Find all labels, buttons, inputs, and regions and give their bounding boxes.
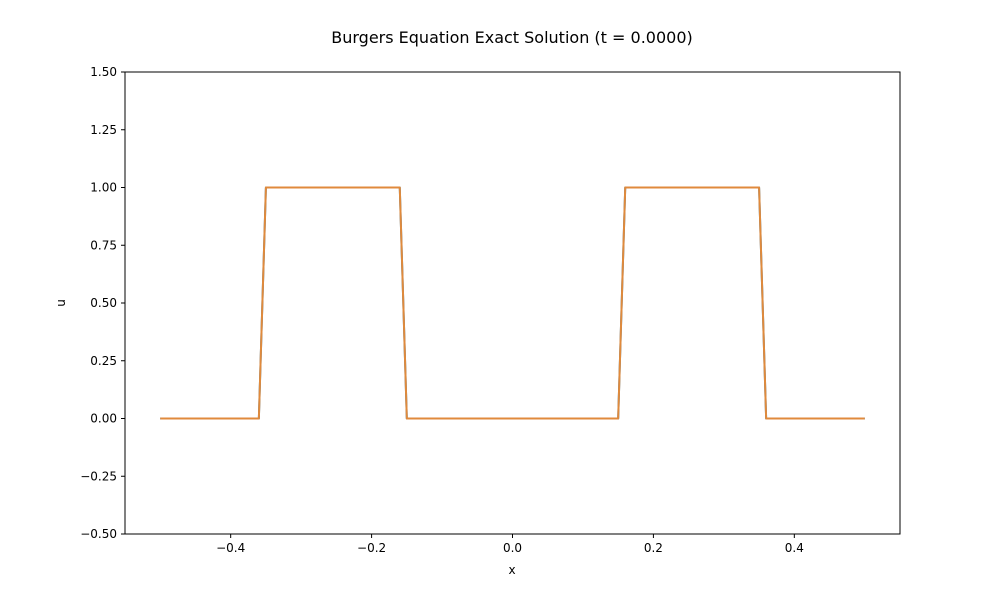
x-tick-label: 0.2 — [644, 541, 663, 555]
y-tick-label: 0.75 — [90, 238, 117, 252]
y-tick-label: 0.00 — [90, 412, 117, 426]
x-tick-label: 0.4 — [785, 541, 804, 555]
series-line-2 — [160, 186, 865, 420]
chart-title: Burgers Equation Exact Solution (t = 0.0… — [331, 28, 692, 47]
series-layer — [160, 186, 865, 420]
plot-frame — [124, 71, 901, 535]
x-axis-ticks: −0.4 −0.2 0.0 0.2 0.4 — [216, 534, 804, 555]
x-tick-label: −0.2 — [357, 541, 386, 555]
y-tick-label: −0.25 — [80, 469, 117, 483]
y-tick-label: 1.00 — [90, 181, 117, 195]
x-axis-label: x — [508, 563, 515, 577]
y-tick-label: 1.50 — [90, 65, 117, 79]
y-tick-label: −0.50 — [80, 527, 117, 541]
y-tick-label: 0.50 — [90, 296, 117, 310]
y-axis-label: u — [54, 299, 68, 307]
y-tick-label: 0.25 — [90, 354, 117, 368]
x-tick-label: 0.0 — [503, 541, 522, 555]
x-tick-label: −0.4 — [216, 541, 245, 555]
series-line-1 — [160, 186, 865, 420]
y-axis-ticks: −0.50 −0.25 0.00 0.25 0.50 0.75 1.00 1.25 1.50 — [80, 65, 125, 541]
y-tick-label: 1.25 — [90, 123, 117, 137]
